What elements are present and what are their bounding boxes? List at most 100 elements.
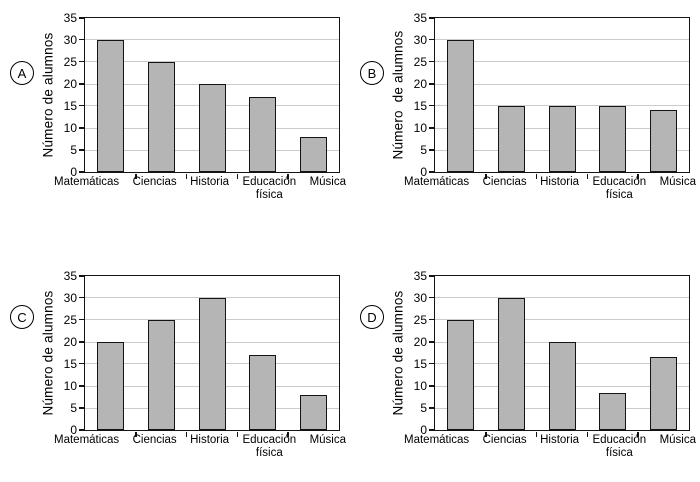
category-label-line: Matemáticas (404, 176, 470, 188)
y-axis-title: Número de alumnos (40, 32, 56, 158)
y-axis-tick (428, 127, 434, 129)
plot-area-d: 0 5 10 15 20 25 30 35 (414, 269, 690, 437)
gridline (435, 39, 689, 41)
category-label-Ciencias: Ciencias (133, 176, 177, 202)
y-axis-tick (428, 341, 434, 343)
y-axis-tick-label: 30 (413, 290, 427, 305)
x-axis-tick (535, 173, 538, 179)
gridline (435, 83, 689, 85)
y-axis-tick-label: 10 (63, 121, 77, 135)
category-label-line: Educación (592, 434, 647, 446)
category-label-Educación física: Educación física (242, 176, 296, 202)
category-label-line: Matemáticas (54, 176, 120, 188)
y-axis-tick-label: 5 (70, 401, 77, 415)
category-label-line: física (255, 447, 283, 459)
y-axis-tick-label: 20 (63, 77, 77, 91)
category-label-line: Historia (540, 434, 580, 446)
y-axis-tick (78, 60, 84, 63)
bar-Música (300, 136, 328, 172)
y-axis-tick-label: 10 (413, 121, 427, 135)
category-label-Ciencias: Ciencias (133, 434, 177, 460)
y-axis-tick (428, 407, 434, 409)
x-axis-tick (135, 173, 137, 179)
y-axis-tick (78, 362, 84, 365)
x-axis-tick (485, 431, 487, 437)
category-label-Ciencias: Ciencias (483, 176, 527, 202)
category-label-Educación física: Educación física (592, 176, 646, 202)
bar-Ciencias (497, 298, 525, 430)
y-axis-tick-label: 35 (413, 11, 427, 25)
y-axis-tick (78, 429, 84, 431)
category-label-line: Música (659, 176, 696, 188)
y-axis-tick-label: 20 (413, 77, 427, 91)
y-axis-tick-label: 0 (70, 423, 77, 437)
y-axis-tick-label: 0 (70, 165, 77, 179)
bar-Ciencias (497, 106, 525, 172)
plot-area-a: 0 5 10 15 20 25 30 35 (64, 11, 340, 179)
y-axis-tick (78, 296, 84, 299)
y-axis-tick-label: 25 (413, 54, 427, 69)
chart-panel-c: C Número de alumnos 0 5 10 15 20 25 30 35 Matem… (0, 258, 350, 482)
plot-area-b: 0 5 10 15 20 25 30 35 (414, 11, 690, 179)
y-axis-tick-label: 25 (63, 54, 77, 69)
x-axis-tick (287, 173, 289, 179)
gridline (435, 319, 689, 321)
y-axis-tick-label: 25 (413, 312, 427, 327)
category-label-line: Ciencias (482, 176, 527, 188)
bar-Educación física (249, 355, 277, 430)
y-axis-tick-label: 15 (63, 356, 77, 371)
category-label-Matemáticas: Matemáticas (54, 434, 119, 460)
x-axis-tick (287, 431, 289, 437)
category-label-line: Historia (540, 176, 580, 188)
bar-Matemáticas (446, 320, 474, 430)
bar-Historia (198, 84, 226, 172)
x-axis-labels-b: Matemáticas Ciencias Historia Educación físi… (404, 176, 696, 202)
y-axis-tick (428, 171, 434, 173)
bar-Matemáticas (446, 40, 474, 172)
x-axis-tick (236, 431, 239, 437)
gridline (85, 61, 339, 63)
x-axis-labels-c: Matemáticas Ciencias Historia Educación físi… (54, 434, 346, 460)
x-axis-labels-a: Matemáticas Ciencias Historia Educación físi… (54, 176, 346, 202)
category-label-Matemáticas: Matemáticas (404, 434, 469, 460)
bar-Ciencias (147, 320, 175, 430)
y-axis-tick (428, 429, 434, 431)
y-axis-title: Número de alumnos (390, 30, 406, 160)
y-axis-tick (78, 127, 84, 129)
category-label-line: Historia (190, 434, 230, 446)
y-axis-tick-label: 15 (413, 98, 427, 113)
x-axis-labels-d: Matemáticas Ciencias Historia Educación físi… (404, 434, 696, 460)
y-axis-tick (428, 38, 434, 41)
bar-Historia (198, 298, 226, 430)
chart-panel-d: D Número de alumnos 0 5 10 15 20 25 30 35 Matem… (350, 258, 700, 482)
category-label-line: Matemáticas (404, 434, 470, 446)
y-axis-tick (78, 341, 84, 343)
category-label-Música: Música (310, 434, 346, 460)
category-label-Historia: Historia (190, 176, 229, 202)
y-axis-tick-label: 0 (420, 423, 427, 437)
category-label-Música: Música (660, 434, 696, 460)
category-label-line: física (605, 447, 633, 459)
category-label-Ciencias: Ciencias (483, 434, 527, 460)
y-axis-tick (78, 171, 84, 173)
category-label-line: Ciencias (132, 434, 177, 446)
x-axis-tick (485, 173, 487, 179)
y-axis-tick (428, 83, 434, 85)
option-letter-b: B (360, 61, 384, 85)
x-axis-tick (236, 173, 239, 179)
y-axis-title: Número de alumnos (40, 290, 56, 416)
category-label-Historia: Historia (540, 434, 579, 460)
y-axis-tick (78, 407, 84, 409)
y-axis-tick-label: 30 (63, 32, 77, 47)
y-axis-tick-label: 15 (413, 356, 427, 371)
bar-Matemáticas (96, 342, 124, 430)
bar-Música (650, 110, 678, 172)
y-axis-tick (428, 149, 434, 151)
option-letter-d: D (360, 305, 384, 329)
y-axis-tick-label: 35 (63, 11, 77, 25)
y-axis-tick (78, 104, 84, 107)
y-axis-tick (428, 362, 434, 365)
category-label-Música: Música (310, 176, 346, 202)
y-axis-tick-label: 30 (63, 290, 77, 305)
